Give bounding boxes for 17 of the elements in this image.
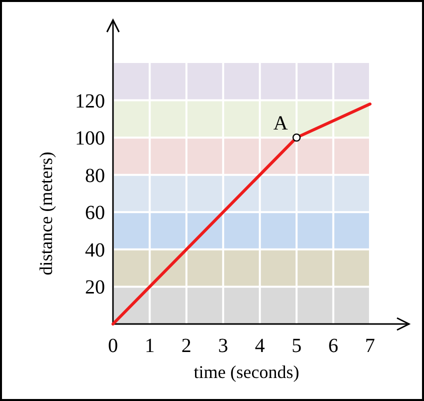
y-tick-label: 80 — [85, 164, 105, 187]
annotation: A — [273, 112, 288, 135]
x-axis-title: time (seconds) — [194, 362, 300, 382]
y-tick-label: 100 — [75, 128, 105, 150]
x-tick-label: 3 — [218, 335, 228, 357]
x-tick-label: 6 — [328, 335, 338, 357]
x-tick-label: 7 — [365, 335, 375, 357]
y-tick-label: 40 — [85, 239, 105, 262]
x-tick-label: 4 — [254, 335, 265, 357]
y-axis-title: distance (meters) — [36, 152, 56, 276]
x-tick-label: 1 — [144, 335, 155, 357]
y-tick-label: 20 — [85, 276, 105, 299]
x-tick-label: 5 — [292, 335, 302, 357]
x-tick-label: 2 — [181, 335, 192, 357]
y-tick-label: 60 — [85, 202, 105, 224]
y-tick-label: 120 — [75, 90, 105, 112]
x-tick-label: 0 — [108, 335, 118, 357]
